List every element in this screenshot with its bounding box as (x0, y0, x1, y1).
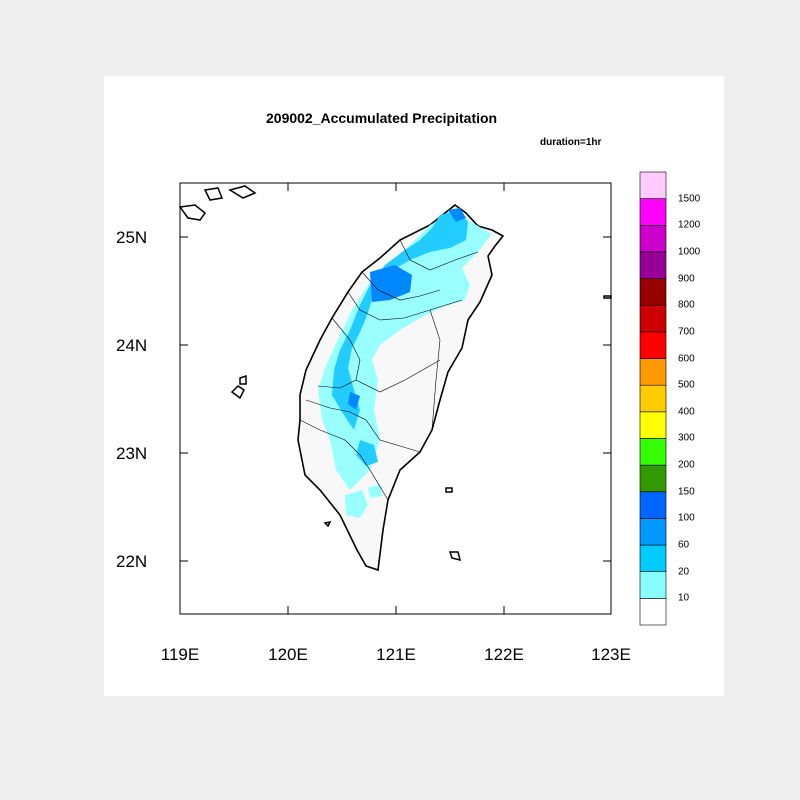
colorbar-swatch (639, 544, 667, 573)
colorbar-swatch (639, 278, 667, 306)
colorbar-swatch (639, 171, 667, 199)
colorbar-label: 500 (678, 379, 695, 391)
ytick-label-25n: 25N (116, 228, 148, 247)
offshore-islands (178, 185, 612, 562)
colorbar (639, 171, 667, 626)
axis-ticks (179, 183, 612, 614)
colorbar-label: 700 (678, 326, 695, 338)
colorbar-swatch (639, 598, 667, 626)
colorbar-label: 10 (678, 592, 690, 604)
colorbar-label: 1500 (678, 193, 701, 205)
colorbar-label: 400 (678, 406, 695, 418)
colorbar-label: 100 (678, 512, 695, 524)
colorbar-swatch (639, 491, 667, 519)
colorbar-label: 600 (678, 353, 695, 365)
colorbar-swatch (639, 331, 667, 359)
colorbar-label: 1200 (678, 219, 701, 231)
precip-moderate-areas (332, 210, 468, 466)
colorbar-swatch (639, 384, 667, 413)
map-title: 209002_Accumulated Precipitation (266, 110, 498, 126)
county-boundaries (299, 239, 479, 501)
colorbar-label: 150 (678, 486, 695, 498)
colorbar-swatch (639, 224, 667, 253)
colorbar-swatch (639, 464, 667, 493)
colorbar-label: 200 (678, 459, 695, 471)
precip-heavy-areas (348, 208, 466, 410)
colorbar-swatch (639, 198, 667, 226)
colorbar-label: 300 (678, 432, 695, 444)
xtick-label-121e: 121E (376, 645, 416, 664)
xtick-label-122e: 122E (484, 645, 524, 664)
xtick-label-120e: 120E (268, 645, 308, 664)
colorbar-label: 20 (678, 566, 690, 578)
colorbar-swatch (639, 411, 667, 439)
colorbar-swatch (639, 518, 667, 546)
colorbar-label: 1000 (678, 246, 701, 258)
colorbar-label: 60 (678, 539, 690, 551)
colorbar-swatch (639, 571, 667, 599)
ytick-label-24n: 24N (116, 336, 148, 355)
ytick-label-23n: 23N (116, 444, 148, 463)
xtick-label-119e: 119E (160, 645, 200, 664)
colorbar-label: 900 (678, 273, 695, 285)
xtick-label-123e: 123E (591, 645, 631, 664)
colorbar-label: 800 (678, 299, 695, 311)
precip-light-areas (318, 212, 492, 518)
colorbar-swatch (639, 304, 667, 333)
colorbar-swatch (639, 251, 667, 279)
ytick-label-22n: 22N (116, 552, 148, 571)
colorbar-swatch (639, 438, 667, 466)
colorbar-swatch (639, 358, 667, 386)
duration-label: duration=1hr (540, 137, 602, 148)
